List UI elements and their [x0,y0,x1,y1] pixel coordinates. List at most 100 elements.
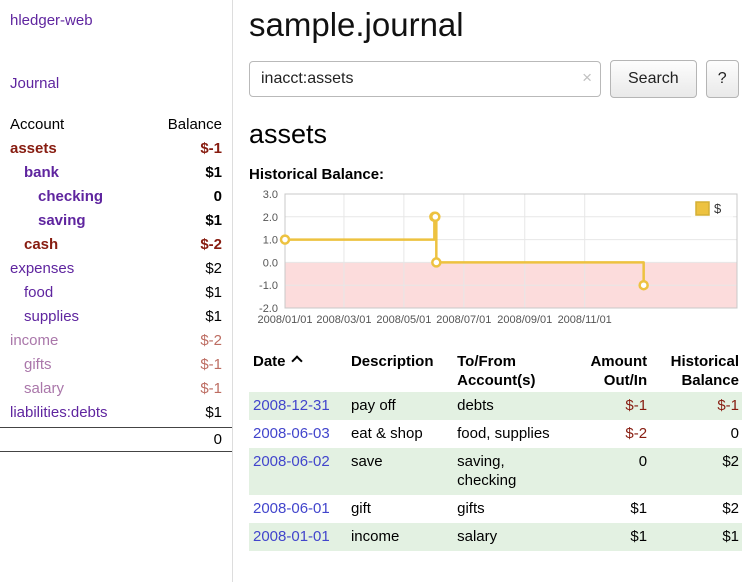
search-box: × [249,61,601,98]
register-row: 2008-06-02 save saving, checking 0 $2 [249,447,742,495]
account-link-liabilities-debts[interactable]: liabilities:debts [10,404,108,421]
app-title-link[interactable]: hledger-web [10,12,93,29]
account-row: expenses $2 [0,257,232,281]
account-balance: $1 [205,308,222,325]
account-link-cash[interactable]: cash [24,236,59,253]
transaction-description: income [350,527,400,545]
account-balance: $-2 [200,236,222,253]
account-row: supplies $1 [0,305,232,329]
search-input[interactable] [249,61,601,98]
transaction-accounts: food, supplies [457,424,550,442]
transaction-amount: $-2 [625,424,648,442]
balance-chart: 3.0 2.0 1.0 0.0 -1.0 -2.0 2008/01/01 2008/03/01… [249,188,742,334]
transaction-amount: $1 [630,527,648,545]
transaction-accounts: salary [457,527,498,545]
transaction-balance: $2 [722,452,739,470]
main-content: sample.journal × Search ? assets Histori… [233,0,742,582]
chart-title: Historical Balance: [249,165,385,183]
accounts-header-balance: Balance [167,116,222,133]
account-balance: $2 [205,260,222,277]
account-row: bank $1 [0,161,232,185]
account-link-supplies[interactable]: supplies [24,308,80,325]
account-balance: $1 [205,404,222,421]
search-button[interactable]: Search [610,60,697,99]
account-row: cash $-2 [0,233,232,257]
account-link-bank[interactable]: bank [24,164,60,181]
svg-text:3.0: 3.0 [263,189,278,201]
register-row: 2008-01-01 income salary $1 $1 [249,522,742,551]
transaction-date-link[interactable]: 2008-01-01 [253,527,330,545]
search-bar: × Search ? [249,60,742,99]
transaction-amount: $1 [630,499,648,517]
account-link-salary[interactable]: salary [24,380,65,397]
svg-text:-2.0: -2.0 [259,303,278,315]
account-link-checking[interactable]: checking [38,188,104,205]
register-header-date[interactable]: Date [249,350,347,392]
accounts-header: Account Balance [0,112,232,137]
account-link-gifts[interactable]: gifts [24,356,52,373]
transaction-date-link[interactable]: 2008-06-03 [253,424,330,442]
svg-text:2008/07/01: 2008/07/01 [436,314,491,326]
clear-search-icon[interactable]: × [582,68,592,88]
register-header-amount: Amount Out/In [590,352,648,389]
svg-text:2008/05/01: 2008/05/01 [376,314,431,326]
account-link-assets[interactable]: assets [10,140,57,157]
register-header-date-label: Date [253,352,286,370]
account-link-food[interactable]: food [24,284,54,301]
account-row: salary $-1 [0,377,232,401]
transaction-description: pay off [350,396,396,414]
register-row: 2008-06-01 gift gifts $1 $2 [249,495,742,523]
transaction-amount: $-1 [625,396,648,414]
account-balance: $-2 [200,332,222,349]
accounts-header-account: Account [10,116,65,133]
page-title: sample.journal [249,6,464,43]
account-balance: $-1 [200,380,222,397]
account-row: liabilities:debts $1 [0,401,232,425]
svg-text:2008/11/01: 2008/11/01 [558,314,612,326]
svg-text:2.0: 2.0 [263,211,278,223]
account-balance: 0 [213,188,222,205]
transaction-date-link[interactable]: 2008-12-31 [253,396,330,414]
account-row: saving $1 [0,209,232,233]
account-row: checking 0 [0,185,232,209]
transaction-description: save [350,452,383,470]
account-link-income[interactable]: income [10,332,59,349]
register-header-balance: Historical Balance [670,352,739,389]
register-row: 2008-12-31 pay off debts $-1 $-1 [249,391,742,420]
help-button[interactable]: ? [705,60,739,99]
accounts-total: 0 [213,431,222,448]
account-link-expenses[interactable]: expenses [10,260,75,277]
account-heading: assets [249,119,328,150]
sort-ascending-icon [290,354,303,367]
register-row: 2008-06-03 eat & shop food, supplies $-2… [249,420,742,448]
account-row: assets $-1 [0,137,232,161]
account-balance: $1 [205,164,222,181]
account-link-saving[interactable]: saving [38,212,86,229]
register-header-row: Date Description To/From Account(s) Amou… [249,350,742,392]
transaction-balance: $-1 [717,396,739,414]
account-row: food $1 [0,281,232,305]
account-row: income $-2 [0,329,232,353]
transaction-date-link[interactable]: 2008-06-02 [253,452,330,470]
transaction-accounts: saving, checking [457,452,517,489]
transaction-date-link[interactable]: 2008-06-01 [253,499,330,517]
account-balance: $-1 [200,140,222,157]
transaction-amount: 0 [638,452,648,470]
svg-text:-1.0: -1.0 [259,280,278,292]
transaction-description: eat & shop [350,424,423,442]
account-balance: $1 [205,212,222,229]
account-balance: $-1 [200,356,222,373]
svg-text:2008/03/01: 2008/03/01 [316,314,371,326]
svg-text:2008/01/01: 2008/01/01 [257,314,312,326]
svg-text:$: $ [714,201,722,216]
svg-text:1.0: 1.0 [263,234,278,246]
account-row: gifts $-1 [0,353,232,377]
register-header-accounts: To/From Account(s) [457,352,536,389]
register-table: Date Description To/From Account(s) Amou… [249,350,742,551]
sidebar-item-journal[interactable]: Journal [10,75,60,92]
svg-text:0.0: 0.0 [263,257,278,269]
svg-text:2008/09/01: 2008/09/01 [497,314,552,326]
transaction-balance: 0 [730,424,739,442]
